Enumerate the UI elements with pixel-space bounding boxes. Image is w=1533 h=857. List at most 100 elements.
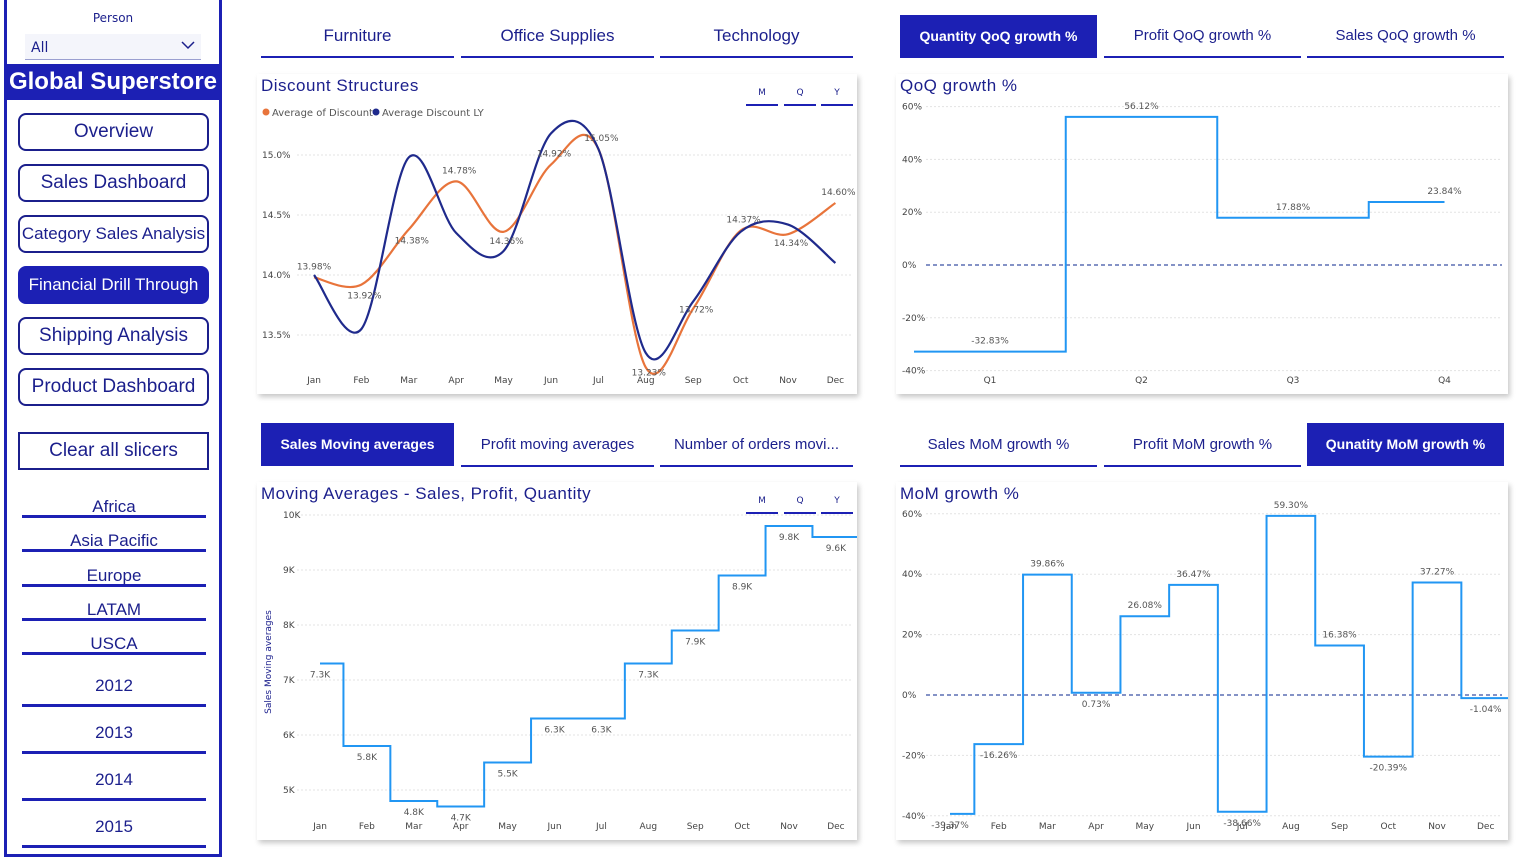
year-slicer-2014[interactable]: 2014: [22, 770, 206, 801]
region-slicer-europe[interactable]: Europe: [22, 566, 206, 587]
average-discount-ly-line: [313, 119, 837, 361]
tab-sales-mom[interactable]: Sales MoM growth %: [900, 423, 1097, 467]
data-label: 16.38%: [1322, 631, 1357, 641]
y-tick-label: 5K: [283, 786, 296, 796]
tab-office-supplies[interactable]: Office Supplies: [461, 14, 654, 58]
average-discount-line: [313, 133, 837, 375]
region-slicer-asia-pacific[interactable]: Asia Pacific: [22, 531, 206, 552]
tab-sales-qoq[interactable]: Sales QoQ growth %: [1307, 14, 1504, 58]
year-slicer-2013[interactable]: 2013: [22, 723, 206, 754]
ma-chart-title: Moving Averages - Sales, Profit, Quantit…: [261, 484, 592, 503]
quarter-toggle-button[interactable]: Q: [784, 88, 816, 106]
data-label: -20.39%: [1370, 764, 1408, 774]
data-label: 59.30%: [1274, 501, 1309, 511]
year-toggle-button[interactable]: Y: [821, 496, 853, 514]
x-tick-label: Jul: [1236, 822, 1248, 832]
brand-title: Global Superstore: [7, 64, 219, 100]
y-tick-label: 6K: [283, 731, 296, 741]
tab-profit-mom[interactable]: Profit MoM growth %: [1104, 423, 1301, 467]
moving-average-step-chart: 5K 6K 7K 8K 9K 10K Sales Moving averages Jan Feb…: [264, 511, 857, 832]
nav-financial-drill-through-button[interactable]: Financial Drill Through: [18, 266, 209, 304]
year-slicer-2012[interactable]: 2012: [22, 676, 206, 707]
y-axis-title: Sales Moving averages: [264, 610, 274, 714]
region-slicer-africa[interactable]: Africa: [22, 497, 206, 518]
x-tick-label: Feb: [359, 822, 375, 832]
quantity-qoq-step-line: [914, 115, 1445, 353]
nav-category-sales-analysis-button[interactable]: Category Sales Analysis: [18, 215, 209, 253]
x-tick-label: Sep: [685, 376, 702, 386]
x-tick-label: Mar: [400, 376, 417, 386]
quantity-mom-step-line: [950, 514, 1508, 815]
data-label: 6.3K: [544, 726, 565, 736]
mom-growth-card: MoM growth % -40% -20% 0% 20% 40% 60% Jan Feb Ma…: [896, 482, 1508, 840]
nav-overview-button[interactable]: Overview: [18, 113, 209, 151]
data-label: 13.23%: [632, 368, 667, 378]
qoq-growth-card: QoQ growth % -40% -20% 0% 20% 40% 60% Q1 Q2 Q3 Q4…: [896, 74, 1508, 394]
tab-quantity-qoq[interactable]: Quantity QoQ growth %: [900, 15, 1097, 58]
y-tick-label: 14.0%: [262, 271, 291, 281]
x-tick-label: Jan: [312, 822, 327, 832]
tab-technology[interactable]: Technology: [660, 14, 853, 58]
month-toggle-button[interactable]: M: [746, 88, 778, 106]
year-slicer-2015[interactable]: 2015: [22, 817, 206, 848]
tab-sales-moving-averages[interactable]: Sales Moving averages: [261, 423, 454, 466]
year-toggle-button[interactable]: Y: [821, 88, 853, 106]
y-tick-label: 7K: [283, 676, 296, 686]
x-tick-label: Apr: [453, 822, 469, 832]
data-label: 7.3K: [310, 671, 331, 681]
x-tick-label: Jul: [592, 376, 604, 386]
x-tick-label: Sep: [1331, 822, 1348, 832]
x-tick-label: Nov: [1428, 822, 1446, 832]
x-tick-label: Jun: [546, 822, 561, 832]
tab-orders-moving-averages[interactable]: Number of orders movi...: [660, 423, 853, 467]
data-label: 13.72%: [679, 306, 714, 316]
data-label: 7.3K: [638, 671, 659, 681]
x-tick-label: Dec: [827, 376, 844, 386]
data-label: 13.98%: [297, 262, 332, 272]
region-slicer-latam[interactable]: LATAM: [22, 600, 206, 621]
x-tick-label: Feb: [353, 376, 369, 386]
y-tick-label: 13.5%: [262, 331, 291, 341]
data-label: 14.92%: [537, 150, 572, 160]
qoq-step-chart: -40% -20% 0% 20% 40% 60% Q1 Q2 Q3 Q4 -32.83% 56.12%…: [902, 102, 1502, 386]
sales-moving-average-step-line: [320, 525, 857, 808]
discount-chart-title: Discount Structures: [261, 76, 419, 95]
data-label: 4.8K: [404, 808, 425, 818]
month-toggle-button[interactable]: M: [746, 496, 778, 514]
nav-product-dashboard-button[interactable]: Product Dashboard: [18, 368, 209, 406]
x-tick-label: Aug: [1282, 822, 1300, 832]
x-tick-label: Q2: [1135, 376, 1148, 386]
y-tick-label: -40%: [902, 367, 926, 377]
moving-averages-card: Moving Averages - Sales, Profit, Quantit…: [257, 482, 857, 840]
x-tick-label: Jun: [543, 376, 558, 386]
y-tick-label: 8K: [283, 621, 296, 631]
discount-structures-card: Discount Structures M Q Y 13.5% 14.0% 14.5…: [257, 74, 857, 394]
x-tick-label: May: [494, 376, 513, 386]
data-label: 7.9K: [685, 638, 706, 648]
tab-profit-qoq[interactable]: Profit QoQ growth %: [1104, 14, 1301, 58]
data-label: -39.37%: [931, 821, 969, 831]
data-label: 15.05%: [584, 134, 619, 144]
region-slicer-usca[interactable]: USCA: [22, 634, 206, 655]
quarter-toggle-button[interactable]: Q: [784, 496, 816, 514]
legend-marker: [262, 108, 270, 116]
x-tick-label: Dec: [1477, 822, 1494, 832]
tab-furniture[interactable]: Furniture: [261, 14, 454, 58]
y-tick-label: 20%: [902, 631, 922, 641]
person-dropdown[interactable]: All: [25, 34, 201, 60]
x-tick-label: Aug: [640, 822, 658, 832]
tab-profit-moving-averages[interactable]: Profit moving averages: [461, 423, 654, 467]
data-label: -16.26%: [980, 751, 1018, 761]
data-label: 0.73%: [1082, 700, 1111, 710]
data-label: 14.60%: [821, 188, 856, 198]
x-tick-label: Oct: [733, 376, 749, 386]
x-tick-label: Oct: [1381, 822, 1397, 832]
sidebar: Person All Global Superstore Overview Sa…: [4, 0, 222, 857]
data-label: 17.88%: [1276, 203, 1311, 213]
clear-slicers-button[interactable]: Clear all slicers: [18, 432, 209, 470]
tab-quantity-mom[interactable]: Qunatity MoM growth %: [1307, 423, 1504, 466]
nav-sales-dashboard-button[interactable]: Sales Dashboard: [18, 164, 209, 202]
y-tick-label: 60%: [902, 103, 922, 113]
nav-shipping-analysis-button[interactable]: Shipping Analysis: [18, 317, 209, 355]
x-tick-label: Jan: [942, 822, 957, 832]
